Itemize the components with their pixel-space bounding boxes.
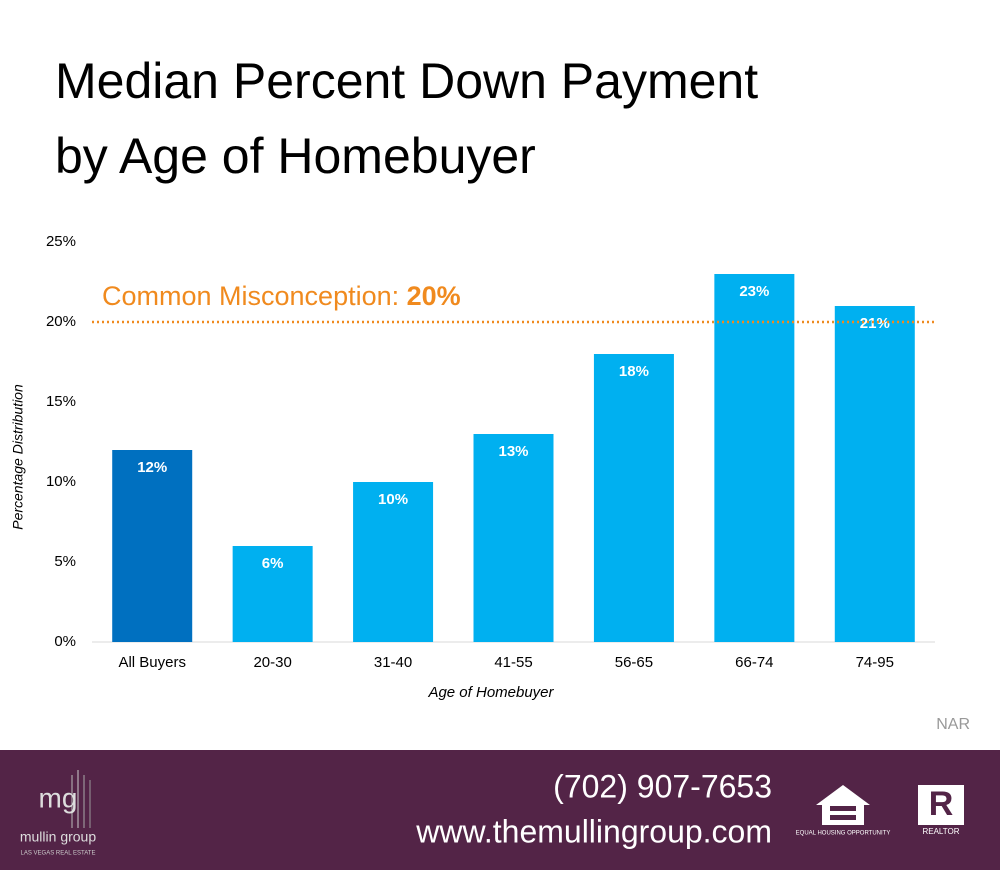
value-label: 12% xyxy=(137,459,167,476)
x-tick-label: 74-95 xyxy=(856,654,894,671)
bar xyxy=(353,482,434,642)
phone: (702) 907-7653 xyxy=(553,768,772,804)
value-label: 10% xyxy=(378,491,408,508)
x-tick-label: 20-30 xyxy=(253,654,291,671)
logo-mark: mg xyxy=(39,782,78,813)
equal-housing-text: EQUAL HOUSING OPPORTUNITY xyxy=(796,831,891,837)
y-tick-label: 5% xyxy=(54,553,76,570)
bar xyxy=(473,434,554,642)
y-tick-label: 10% xyxy=(46,473,76,490)
x-tick-label: 66-74 xyxy=(735,654,773,671)
bar xyxy=(112,450,193,642)
logo-tagline: LAS VEGAS REAL ESTATE xyxy=(21,851,96,857)
value-label: 23% xyxy=(739,283,769,300)
value-label: 6% xyxy=(262,555,284,572)
y-axis-label: Percentage Distribution xyxy=(10,384,26,530)
reference-label: Common Misconception: 20% xyxy=(102,281,461,311)
x-tick-label: 56-65 xyxy=(615,654,653,671)
x-axis-label: Age of Homebuyer xyxy=(427,684,554,701)
bar xyxy=(593,354,674,642)
chart-title: Median Percent Down Payment xyxy=(55,53,758,109)
logo: mg mullin group LAS VEGAS REAL ESTATE xyxy=(20,770,96,857)
bar xyxy=(714,274,795,642)
bar xyxy=(834,306,915,642)
chart-title: by Age of Homebuyer xyxy=(55,128,536,184)
realtor-icon: R REALTOR xyxy=(918,785,964,836)
realtor-text: REALTOR xyxy=(922,827,959,836)
equal-housing-icon: EQUAL HOUSING OPPORTUNITY xyxy=(796,785,891,837)
y-tick-label: 0% xyxy=(54,633,76,650)
value-label: 13% xyxy=(498,443,528,460)
y-tick-label: 25% xyxy=(46,233,76,250)
y-tick-label: 20% xyxy=(46,313,76,330)
value-label: 21% xyxy=(860,315,890,332)
website: www.themullingroup.com xyxy=(415,813,772,849)
value-label: 18% xyxy=(619,363,649,380)
reference-label-value: 20% xyxy=(407,281,461,311)
realtor-box xyxy=(918,785,964,825)
realtor-r: R xyxy=(929,785,954,823)
bar xyxy=(232,546,313,642)
house-bar xyxy=(830,815,856,820)
logo-name: mullin group xyxy=(20,829,96,845)
reference-label-text: Common Misconception: xyxy=(102,281,399,311)
y-tick-label: 15% xyxy=(46,393,76,410)
x-tick-label: 41-55 xyxy=(494,654,532,671)
x-tick-label: 31-40 xyxy=(374,654,412,671)
x-tick-label: All Buyers xyxy=(118,654,186,671)
house-shape xyxy=(816,785,870,825)
house-bar xyxy=(830,806,856,811)
source: NAR xyxy=(936,716,970,733)
